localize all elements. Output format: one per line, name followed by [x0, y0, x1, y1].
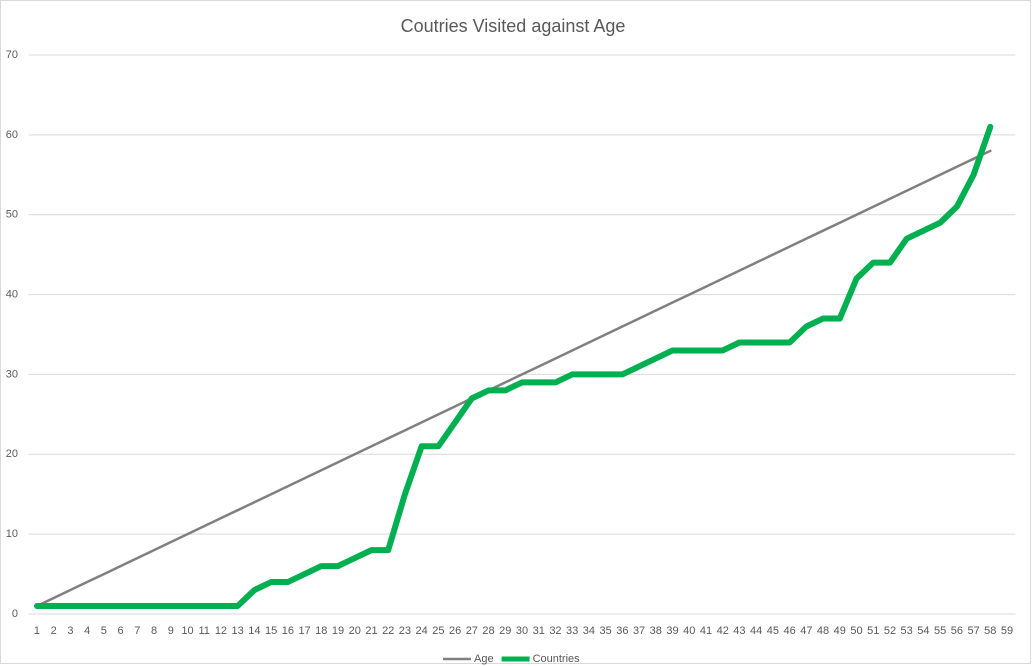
x-tick-label: 49 — [834, 625, 846, 637]
x-tick-label: 52 — [884, 625, 896, 637]
series-line — [35, 149, 992, 608]
x-tick-label: 10 — [181, 625, 193, 637]
x-tick-label: 54 — [917, 625, 929, 637]
x-tick-label: 44 — [750, 625, 762, 637]
x-tick-label: 34 — [583, 625, 595, 637]
x-tick-label: 55 — [934, 625, 946, 637]
x-tick-label: 22 — [382, 625, 394, 637]
x-tick-label: 5 — [101, 625, 107, 637]
x-tick-label: 32 — [549, 625, 561, 637]
y-tick-label: 50 — [6, 209, 18, 221]
x-tick-label: 18 — [315, 625, 327, 637]
x-tick-label: 12 — [215, 625, 227, 637]
x-tick-label: 20 — [349, 625, 361, 637]
x-tick-label: 42 — [717, 625, 729, 637]
x-tick-label: 7 — [134, 625, 140, 637]
x-tick-label: 24 — [416, 625, 428, 637]
x-tick-label: 38 — [650, 625, 662, 637]
x-tick-label: 48 — [817, 625, 829, 637]
x-tick-label: 56 — [951, 625, 963, 637]
x-tick-label: 35 — [600, 625, 612, 637]
x-tick-label: 11 — [199, 625, 210, 637]
x-tick-label: 53 — [901, 625, 913, 637]
x-tick-label: 57 — [967, 625, 979, 637]
x-tick-label: 21 — [365, 625, 377, 637]
x-tick-label: 16 — [282, 625, 294, 637]
x-tick-label: 30 — [516, 625, 528, 637]
x-tick-label: 3 — [67, 625, 73, 637]
x-tick-label: 36 — [616, 625, 628, 637]
x-tick-label: 51 — [867, 625, 879, 637]
y-tick-label: 40 — [6, 288, 18, 300]
x-tick-label: 46 — [783, 625, 795, 637]
y-tick-label: 30 — [6, 368, 18, 380]
x-tick-label: 15 — [265, 625, 277, 637]
x-tick-label: 17 — [298, 625, 310, 637]
chart-title: Coutries Visited against Age — [401, 16, 626, 36]
y-tick-label: 60 — [6, 129, 18, 141]
x-tick-label: 45 — [767, 625, 779, 637]
x-tick-label: 23 — [399, 625, 411, 637]
x-tick-label: 31 — [533, 625, 545, 637]
x-tick-label: 47 — [800, 625, 812, 637]
x-tick-label: 13 — [232, 625, 244, 637]
x-tick-label: 4 — [84, 625, 90, 637]
x-tick-label: 43 — [733, 625, 745, 637]
x-tick-label: 28 — [482, 625, 494, 637]
x-tick-label: 37 — [633, 625, 645, 637]
x-tick-label: 27 — [466, 625, 478, 637]
legend-label: Age — [474, 653, 494, 665]
y-tick-label: 20 — [6, 448, 18, 460]
x-tick-label: 26 — [449, 625, 461, 637]
x-tick-label: 6 — [118, 625, 124, 637]
x-tick-label: 59 — [1001, 625, 1013, 637]
x-tick-label: 40 — [683, 625, 695, 637]
y-tick-label: 10 — [6, 528, 18, 540]
y-tick-label: 0 — [12, 608, 18, 620]
legend-label: Countries — [533, 653, 581, 665]
x-tick-label: 19 — [332, 625, 344, 637]
x-tick-label: 14 — [248, 625, 260, 637]
x-tick-label: 41 — [700, 625, 712, 637]
x-tick-label: 33 — [566, 625, 578, 637]
x-tick-label: 50 — [850, 625, 862, 637]
x-tick-label: 2 — [51, 625, 57, 637]
x-tick-label: 8 — [151, 625, 157, 637]
x-tick-label: 9 — [168, 625, 174, 637]
x-tick-label: 1 — [34, 625, 40, 637]
x-tick-label: 39 — [666, 625, 678, 637]
y-tick-label: 70 — [6, 49, 18, 61]
series-line — [33, 123, 994, 610]
x-tick-label: 58 — [984, 625, 996, 637]
x-tick-label: 25 — [432, 625, 444, 637]
x-tick-label: 29 — [499, 625, 511, 637]
